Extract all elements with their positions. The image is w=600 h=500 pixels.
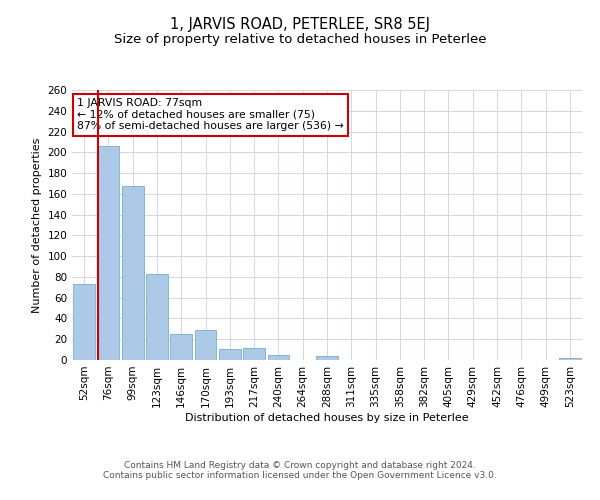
Bar [268, 355, 289, 360]
Text: 1 JARVIS ROAD: 77sqm
← 12% of detached houses are smaller (75)
87% of semi-detac: 1 JARVIS ROAD: 77sqm ← 12% of detached h… [77, 98, 344, 132]
Bar [73, 284, 95, 360]
Bar [194, 330, 217, 360]
Bar [219, 348, 241, 360]
Bar [97, 146, 119, 360]
Text: Contains HM Land Registry data © Crown copyright and database right 2024.
Contai: Contains HM Land Registry data © Crown c… [103, 460, 497, 480]
Bar [316, 356, 338, 360]
Bar [243, 348, 265, 360]
Bar [559, 358, 581, 360]
Y-axis label: Number of detached properties: Number of detached properties [32, 138, 42, 312]
Text: 1, JARVIS ROAD, PETERLEE, SR8 5EJ: 1, JARVIS ROAD, PETERLEE, SR8 5EJ [170, 18, 430, 32]
Bar [122, 186, 143, 360]
Bar [146, 274, 168, 360]
X-axis label: Distribution of detached houses by size in Peterlee: Distribution of detached houses by size … [185, 412, 469, 422]
Text: Size of property relative to detached houses in Peterlee: Size of property relative to detached ho… [114, 32, 486, 46]
Bar [170, 334, 192, 360]
